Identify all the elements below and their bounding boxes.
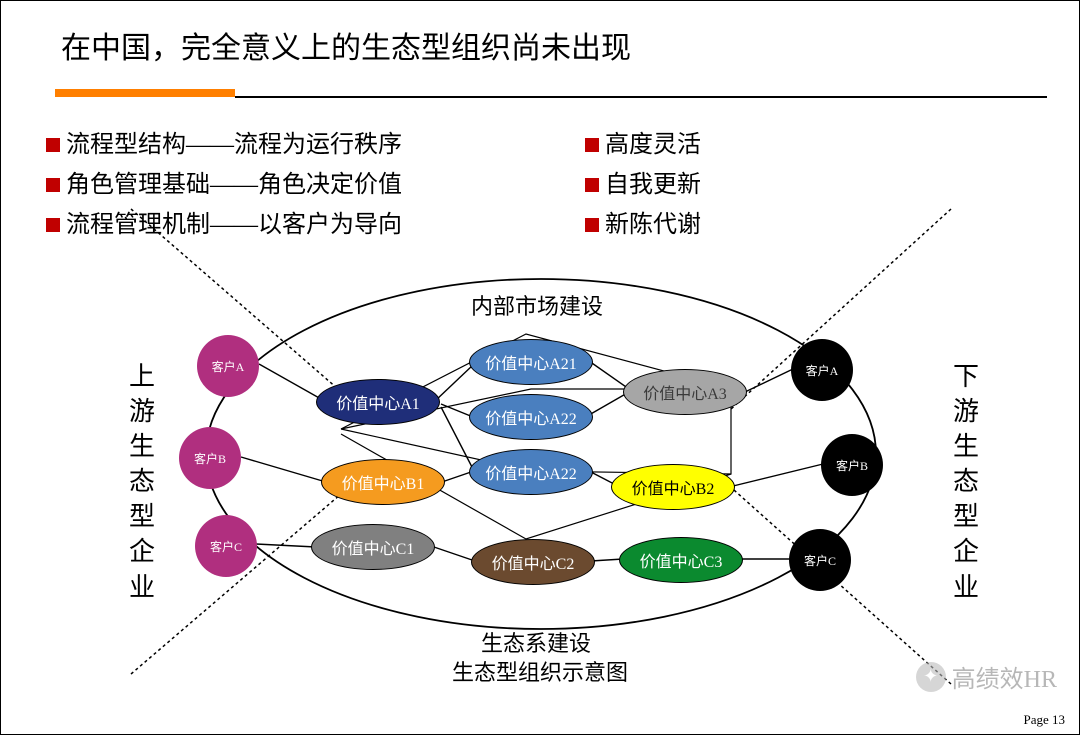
- bullet-item: 角色管理基础——角色决定价值: [46, 167, 402, 203]
- slide: 在中国，完全意义上的生态型组织尚未出现 流程型结构——流程为运行秩序角色管理基础…: [0, 0, 1080, 735]
- bullet-item: 高度灵活: [585, 127, 701, 163]
- value-center-node: 价值中心C2: [471, 539, 595, 585]
- bullet-marker: [46, 178, 60, 192]
- bullet-text: 新陈代谢: [605, 207, 701, 243]
- value-center-node: 价值中心A1: [316, 379, 440, 425]
- bullet-list-right: 高度灵活自我更新新陈代谢: [585, 123, 701, 247]
- ecosystem-diagram: 内部市场建设生态系建设客户A客户B客户C客户A客户B客户C价值中心A1价值中心A…: [171, 239, 911, 649]
- value-center-node: 价值中心A3: [623, 369, 747, 415]
- bullet-text: 流程型结构——流程为运行秩序: [66, 127, 402, 163]
- bullet-text: 自我更新: [605, 167, 701, 203]
- bullet-marker: [585, 218, 599, 232]
- side-label-upstream: 上游生态型企业: [129, 359, 155, 605]
- bullet-marker: [46, 218, 60, 232]
- slide-title: 在中国，完全意义上的生态型组织尚未出现: [61, 23, 631, 67]
- diagram-label: 内部市场建设: [471, 289, 603, 321]
- value-center-node: 价值中心B2: [611, 464, 735, 510]
- left-customer-node: 客户B: [179, 427, 241, 489]
- bullet-marker: [585, 178, 599, 192]
- right-customer-node: 客户A: [791, 339, 853, 401]
- value-center-node: 价值中心C3: [619, 537, 743, 583]
- bullet-item: 新陈代谢: [585, 207, 701, 243]
- watermark: ✦ 高绩效HR: [916, 659, 1057, 694]
- wechat-icon: ✦: [916, 662, 946, 692]
- diagram-label: 生态系建设: [481, 626, 591, 658]
- value-center-node: 价值中心A22: [469, 449, 593, 495]
- accent-bar: [55, 89, 235, 97]
- bullet-marker: [46, 138, 60, 152]
- side-label-downstream: 下游生态型企业: [953, 359, 979, 605]
- bullet-item: 流程型结构——流程为运行秩序: [46, 127, 402, 163]
- bullet-text: 高度灵活: [605, 127, 701, 163]
- bullet-item: 自我更新: [585, 167, 701, 203]
- watermark-text: 高绩效HR: [952, 659, 1057, 694]
- divider-line: [235, 96, 1047, 98]
- bullet-list-left: 流程型结构——流程为运行秩序角色管理基础——角色决定价值流程管理机制——以客户为…: [46, 123, 402, 247]
- left-customer-node: 客户A: [197, 335, 259, 397]
- value-center-node: 价值中心C1: [311, 524, 435, 570]
- bullet-marker: [585, 138, 599, 152]
- right-customer-node: 客户B: [821, 434, 883, 496]
- left-customer-node: 客户C: [195, 515, 257, 577]
- bullet-text: 流程管理机制——以客户为导向: [66, 207, 402, 243]
- page-number: Page 13: [1023, 712, 1065, 728]
- value-center-node: 价值中心B1: [321, 459, 445, 505]
- bullet-text: 角色管理基础——角色决定价值: [66, 167, 402, 203]
- right-customer-node: 客户C: [789, 529, 851, 591]
- bullet-item: 流程管理机制——以客户为导向: [46, 207, 402, 243]
- value-center-node: 价值中心A21: [469, 339, 593, 385]
- value-center-node: 价值中心A22: [469, 394, 593, 440]
